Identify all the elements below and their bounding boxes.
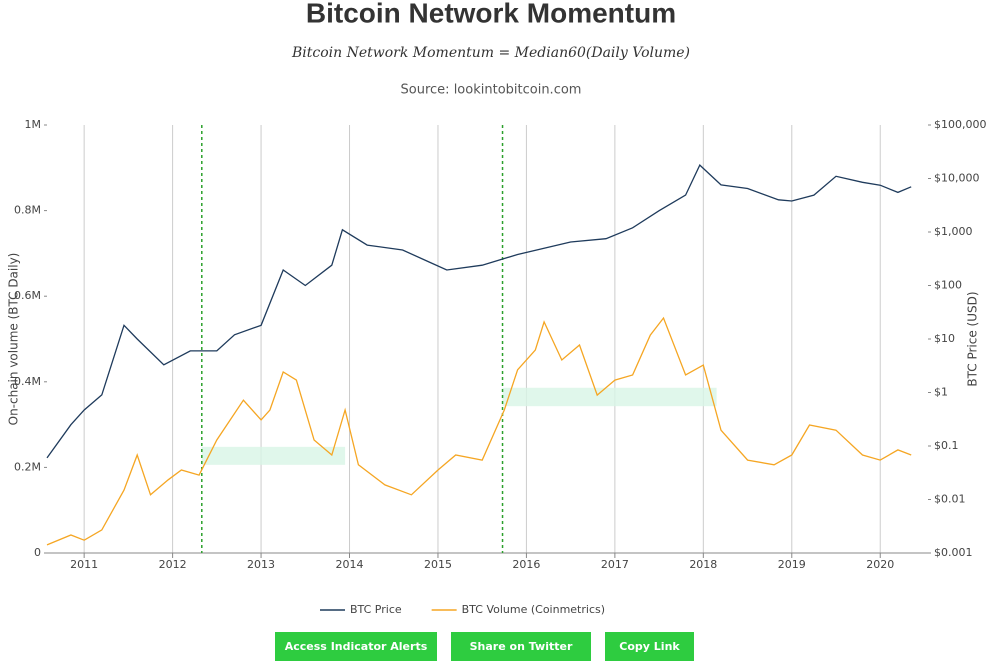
- y-tick-label: 1M: [25, 118, 42, 131]
- y2-axis-label: BTC Price (USD): [966, 291, 980, 386]
- legend-label: BTC Price: [350, 603, 402, 616]
- signal-band: [201, 446, 346, 465]
- x-tick-label: 2020: [866, 558, 894, 571]
- x-tick-label: 2018: [689, 558, 717, 571]
- y2-tick-label: $100,000: [934, 118, 987, 131]
- x-tick-label: 2019: [778, 558, 806, 571]
- series-line: [46, 316, 912, 546]
- y2-tick-label: $0.1: [934, 439, 959, 452]
- y2-tick-label: $10: [934, 332, 955, 345]
- y2-tick-label: $10,000: [934, 172, 980, 185]
- y-tick-label: 0.8M: [14, 204, 41, 217]
- y2-tick-label: $1,000: [934, 225, 973, 238]
- chart: Bitcoin Network Momentum Bitcoin Network…: [7, 0, 987, 616]
- x-tick-label: 2011: [70, 558, 98, 571]
- legend-label: BTC Volume (Coinmetrics): [462, 603, 605, 616]
- twitter-button[interactable]: Share on Twitter: [451, 632, 591, 661]
- alerts-button[interactable]: Access Indicator Alerts: [275, 632, 437, 661]
- x-tick-label: 2015: [424, 558, 452, 571]
- series-line: [46, 164, 912, 459]
- signal-band: [502, 387, 717, 407]
- chart-title: Bitcoin Network Momentum: [306, 0, 676, 28]
- x-tick-label: 2017: [601, 558, 629, 571]
- y2-tick-label: $0.001: [934, 546, 973, 559]
- chart-subtitle: Bitcoin Network Momentum = Median60(Dail…: [291, 45, 690, 61]
- chart-source: Source: lookintobitcoin.com: [401, 83, 582, 98]
- x-tick-label: 2016: [512, 558, 540, 571]
- y-tick-label: 0: [34, 546, 41, 559]
- y-tick-label: 0.6M: [14, 289, 41, 302]
- copy-link-button[interactable]: Copy Link: [605, 632, 694, 661]
- y-tick-label: 0.2M: [14, 460, 41, 473]
- y-tick-label: 0.4M: [14, 375, 41, 388]
- y2-tick-label: $100: [934, 279, 962, 292]
- y-axis-label: On-chain volume (BTC Daily): [7, 253, 21, 426]
- y2-tick-label: $1: [934, 386, 948, 399]
- x-tick-label: 2012: [159, 558, 187, 571]
- x-tick-label: 2014: [336, 558, 364, 571]
- y2-tick-label: $0.01: [934, 493, 966, 506]
- x-tick-label: 2013: [247, 558, 275, 571]
